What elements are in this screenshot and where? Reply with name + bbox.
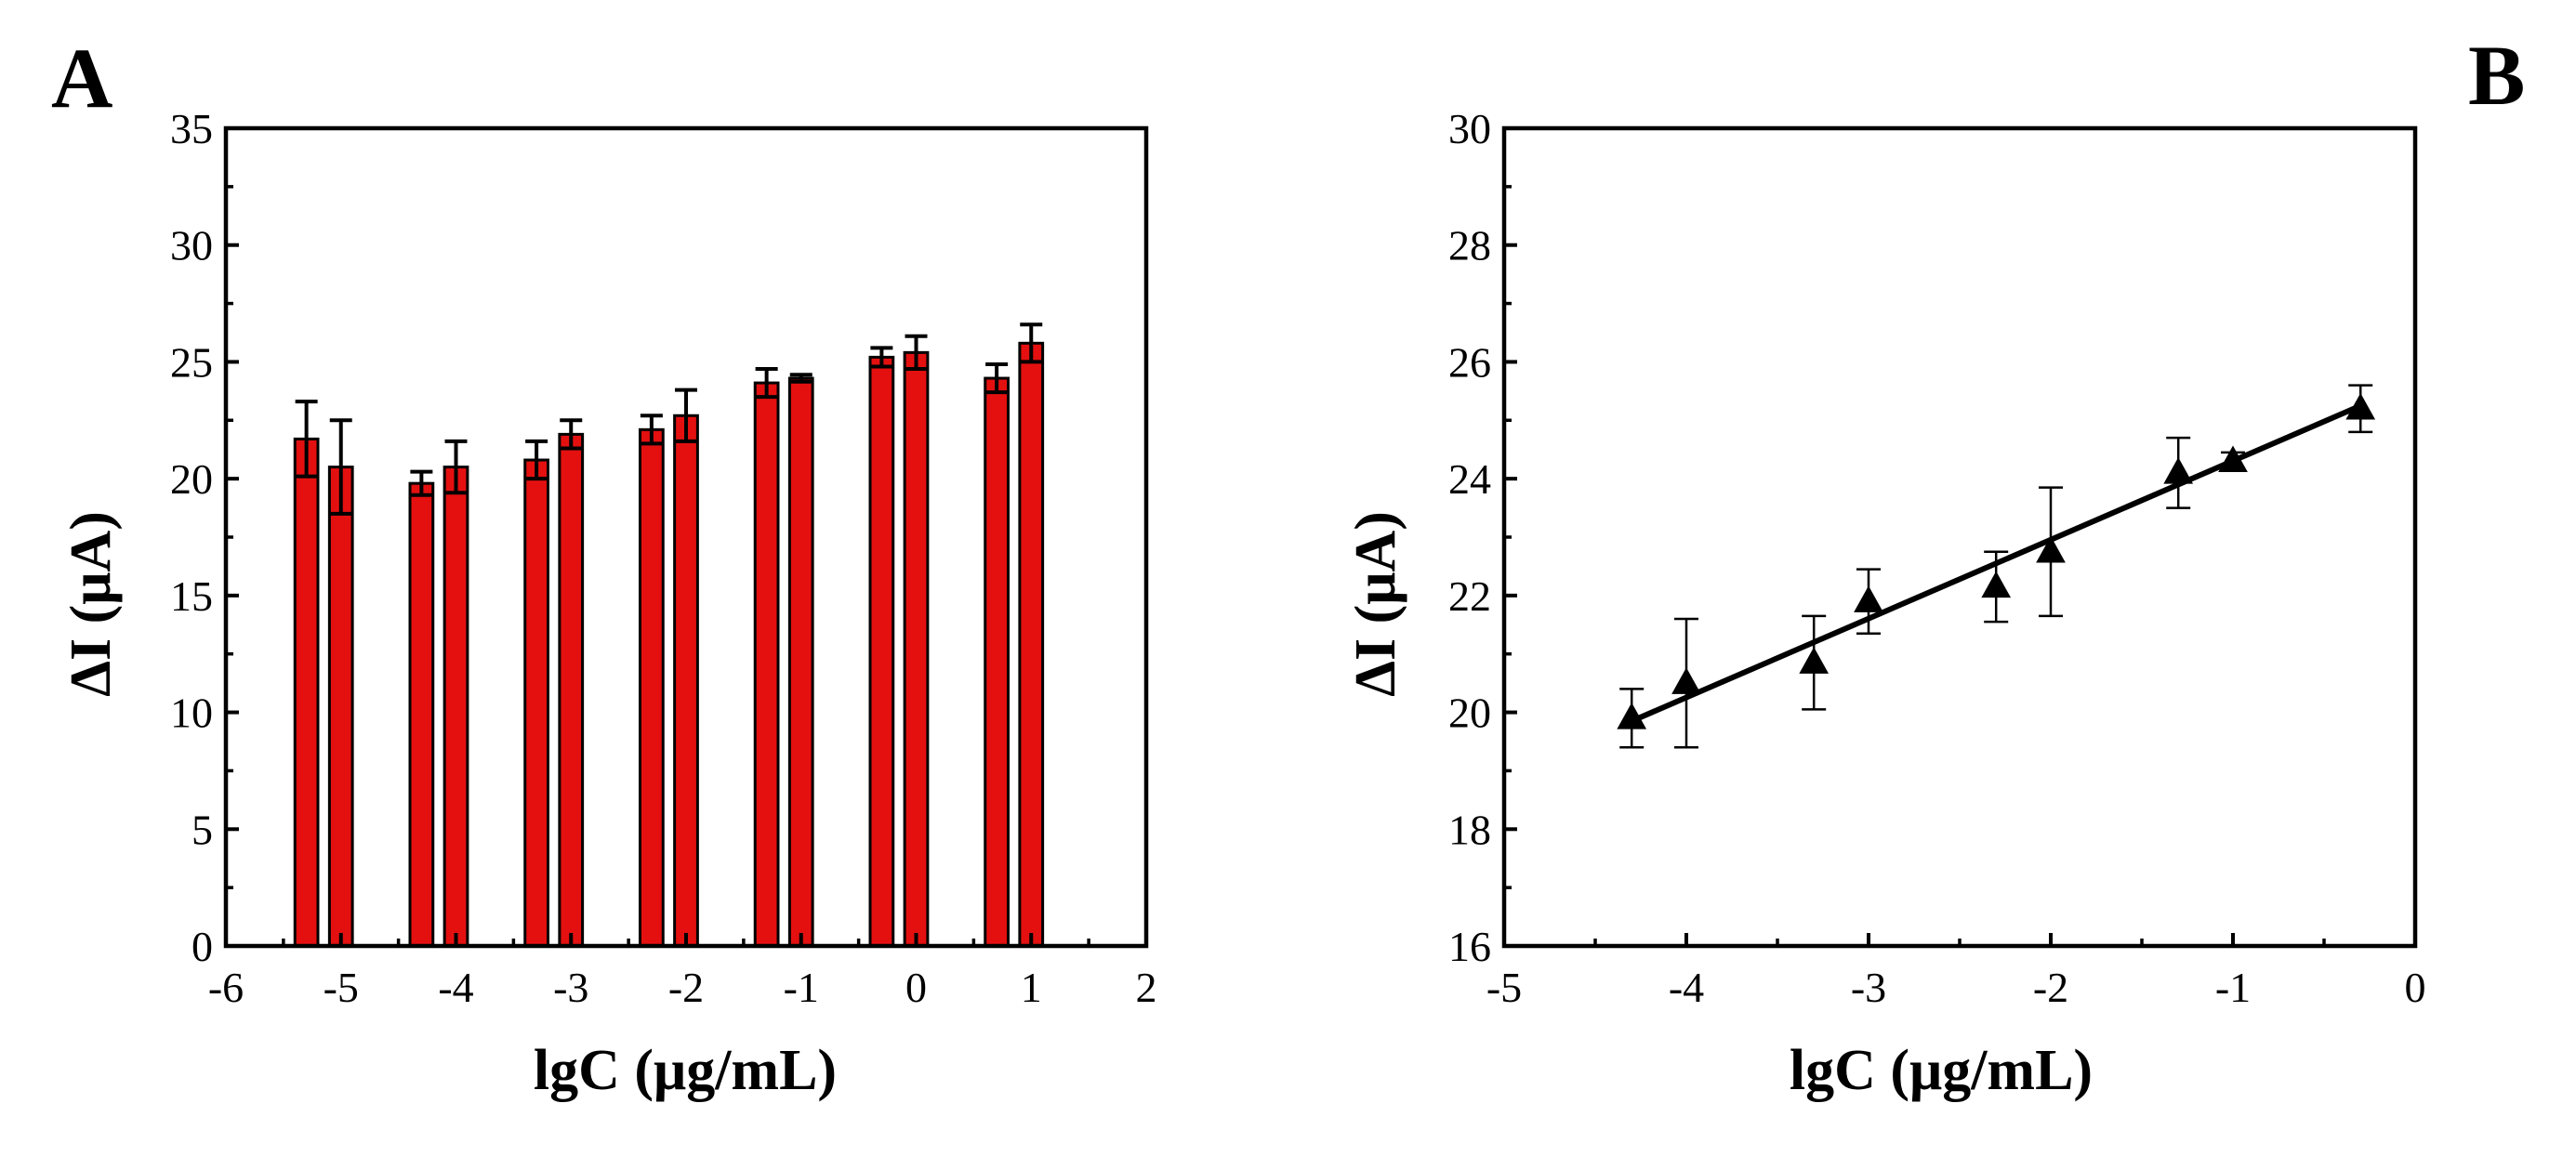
bar-error [675,388,697,443]
x-tick-label-b: -1 [2215,964,2251,1011]
bar [293,437,320,948]
x-tick-label-a: 0 [905,964,927,1011]
bar [1018,341,1045,948]
y-tick-label-b: 26 [1448,338,1491,386]
y-tick-label-a: 0 [192,923,213,970]
y-tick-label-b: 28 [1448,222,1491,269]
bar [673,414,699,948]
y-axis-title-b: ΔI (μA) [1344,511,1407,697]
panel-b: B lgC (μg/mL) ΔI (μA) -5 -4 -3 -2 -1 0 16 18 20 2… [1344,28,2525,1102]
y-tick-label-a: 30 [170,222,213,269]
bar [523,458,549,948]
bar-error [640,414,663,446]
x-tick-label-a: -1 [784,964,819,1011]
bar-error [560,418,583,451]
y-tick-label-b: 30 [1448,105,1491,152]
panel-letter-a: A [51,31,112,125]
x-tick-label-a: -3 [553,964,588,1011]
y-tick-label-b: 18 [1448,806,1491,853]
bar-error [985,361,1009,395]
x-tick-label-a: 2 [1136,964,1157,1011]
bar [787,376,814,948]
bar-error [444,439,468,495]
x-tick-label-a: -2 [668,964,704,1011]
data-point-triangle [1854,585,1883,612]
bar [868,355,895,948]
bar [327,466,354,948]
x-tick-label-a: 1 [1021,964,1042,1011]
x-tick-label-b: -2 [2033,964,2068,1011]
bar [408,481,435,948]
bar-error [295,400,318,479]
bar-error [525,439,548,481]
y-tick-label-b: 24 [1448,455,1491,503]
x-tick-label-a: -5 [324,964,359,1011]
y-axis-title-a: ΔI (μA) [59,511,123,697]
panel-a: A lgC (μg/mL) ΔI (μA) -6 -5 -4 -3 -2 -1 0 1 2051… [51,31,1157,1102]
x-tick-label-b: 0 [2405,964,2426,1011]
x-tick-label-a: -4 [438,964,473,1011]
x-tick-label-b: -3 [1851,964,1886,1011]
bar [443,466,469,948]
bar-error [789,373,812,384]
x-axis-title-b: lgC (μg/mL) [1790,1039,2093,1102]
y-tick-label-b: 22 [1448,572,1491,620]
data-point-triangle [2163,457,2194,484]
y-tick-label-b: 16 [1448,923,1491,970]
x-tick-label-b: -4 [1669,964,1704,1011]
plot-frame-b [1501,125,2418,949]
bar-error [905,334,928,371]
y-tick-label-a: 35 [170,105,213,152]
panel-letter-b: B [2468,28,2525,123]
bar [903,350,930,948]
data-point-triangle [2345,392,2376,420]
y-tick-label-a: 25 [170,338,213,386]
bar-error [870,346,893,369]
bar-error [329,418,352,516]
y-tick-label-a: 5 [192,806,213,853]
x-tick-label-b: -5 [1486,964,1522,1011]
data-point-triangle [1981,571,2012,598]
bar-error [755,366,778,400]
x-tick-label-a: -6 [208,964,244,1011]
data-point-triangle [1799,647,1830,674]
data-point-triangle [1617,703,1647,729]
y-tick-label-a: 10 [170,690,213,737]
data-point-triangle [1671,667,1701,694]
data-point-triangle [2218,445,2248,473]
y-tick-label-a: 20 [170,455,213,503]
x-axis-title-a: lgC (μg/mL) [534,1039,837,1102]
bar-error [1020,322,1043,364]
bar-error [410,469,433,497]
bar [984,376,1010,948]
bar [639,427,665,948]
bars-layer-a [293,322,1045,948]
y-tick-label-b: 20 [1448,690,1491,737]
data-point-triangle [2036,535,2066,563]
bar [753,381,780,948]
bar [558,432,585,948]
y-tick-label-a: 15 [170,572,213,620]
